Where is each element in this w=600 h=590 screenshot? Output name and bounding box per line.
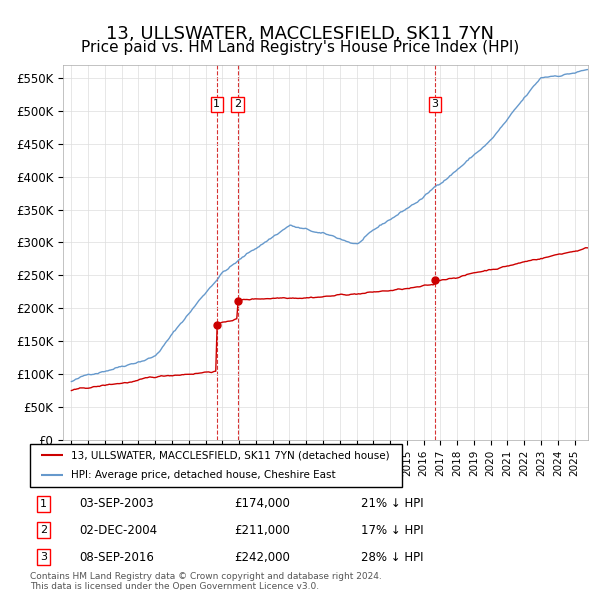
- Text: 13, ULLSWATER, MACCLESFIELD, SK11 7YN: 13, ULLSWATER, MACCLESFIELD, SK11 7YN: [106, 25, 494, 44]
- Text: 28% ↓ HPI: 28% ↓ HPI: [361, 550, 424, 563]
- Text: 02-DEC-2004: 02-DEC-2004: [80, 524, 158, 537]
- Text: £242,000: £242,000: [234, 550, 290, 563]
- Text: 3: 3: [431, 99, 439, 109]
- Text: 3: 3: [40, 552, 47, 562]
- Text: HPI: Average price, detached house, Cheshire East: HPI: Average price, detached house, Ches…: [71, 470, 335, 480]
- FancyBboxPatch shape: [30, 444, 402, 487]
- Text: 17% ↓ HPI: 17% ↓ HPI: [361, 524, 424, 537]
- Text: Contains HM Land Registry data © Crown copyright and database right 2024.: Contains HM Land Registry data © Crown c…: [30, 572, 382, 581]
- Text: 2: 2: [234, 99, 241, 109]
- Text: 21% ↓ HPI: 21% ↓ HPI: [361, 497, 424, 510]
- Text: 08-SEP-2016: 08-SEP-2016: [80, 550, 155, 563]
- Text: 03-SEP-2003: 03-SEP-2003: [80, 497, 154, 510]
- Text: 13, ULLSWATER, MACCLESFIELD, SK11 7YN (detached house): 13, ULLSWATER, MACCLESFIELD, SK11 7YN (d…: [71, 450, 389, 460]
- Text: 2: 2: [40, 525, 47, 535]
- Text: 1: 1: [40, 499, 47, 509]
- Text: £174,000: £174,000: [234, 497, 290, 510]
- Text: Price paid vs. HM Land Registry's House Price Index (HPI): Price paid vs. HM Land Registry's House …: [81, 40, 519, 55]
- Text: 1: 1: [214, 99, 220, 109]
- Text: This data is licensed under the Open Government Licence v3.0.: This data is licensed under the Open Gov…: [30, 582, 319, 590]
- Text: £211,000: £211,000: [234, 524, 290, 537]
